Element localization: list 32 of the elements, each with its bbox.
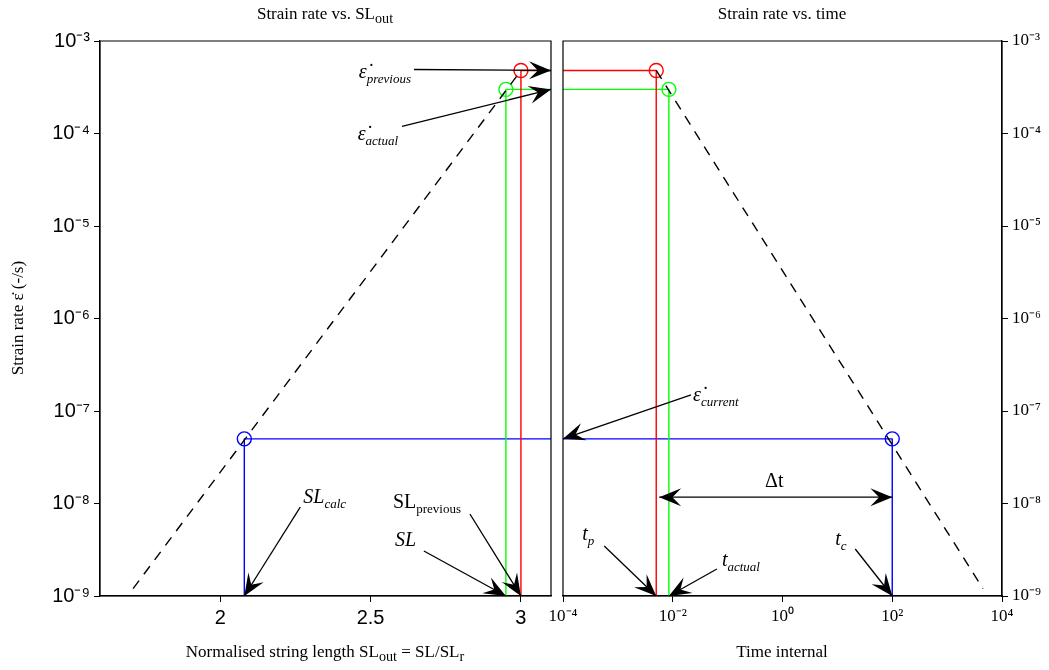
y-tick-label: 10⁻⁷: [53, 398, 90, 421]
point: [513, 62, 529, 79]
y-tick-label: 10⁻⁹: [1012, 585, 1041, 605]
x-tick-label: 10⁻²: [658, 605, 687, 625]
x-tick-label: 10⁴: [990, 605, 1014, 625]
annotation: SL: [394, 528, 417, 550]
y-tick-label: 10⁻⁵: [52, 213, 90, 236]
annotation: Δt: [765, 469, 784, 492]
y-tick-label: 10⁻⁶: [1012, 307, 1041, 327]
y-tick-label: 10⁻⁸: [52, 491, 90, 514]
x-tick-label: 2: [214, 605, 226, 628]
x-tick-label: 3: [515, 605, 527, 628]
x-tick-label: 10²: [881, 605, 904, 625]
y-tick-label: 10⁻⁴: [1012, 122, 1041, 142]
y-tick-label: 10⁻⁷: [1012, 400, 1041, 420]
y-tick-label: 10⁻⁸: [1012, 492, 1041, 512]
x-axis-title: Normalised string length SL$_{out}$ = SL/SL$_{r}$: [185, 642, 465, 666]
y-axis-title: Strain rate ε̇ (-/s): [8, 260, 28, 376]
y-tick-label: 10⁻³: [54, 28, 91, 51]
x-tick-label: 10⁻⁴: [548, 605, 578, 625]
y-tick-label: 10⁻⁴: [52, 121, 90, 144]
point: [498, 81, 514, 98]
x-tick-label: 10⁰: [771, 605, 794, 625]
y-tick-label: 10⁻³: [1012, 30, 1041, 50]
x-tick-label: 2.5: [356, 605, 385, 628]
chart-title: Strain rate vs. SL$_{out}$: [256, 4, 394, 28]
point: [236, 431, 253, 447]
y-tick-label: 10⁻⁵: [1012, 215, 1041, 235]
y-tick-label: 10⁻⁶: [52, 306, 90, 329]
x-axis-title: Time internal: [736, 642, 828, 662]
y-tick-label: 10⁻⁹: [52, 583, 90, 606]
chart-title: Strain rate vs. time: [717, 4, 847, 24]
